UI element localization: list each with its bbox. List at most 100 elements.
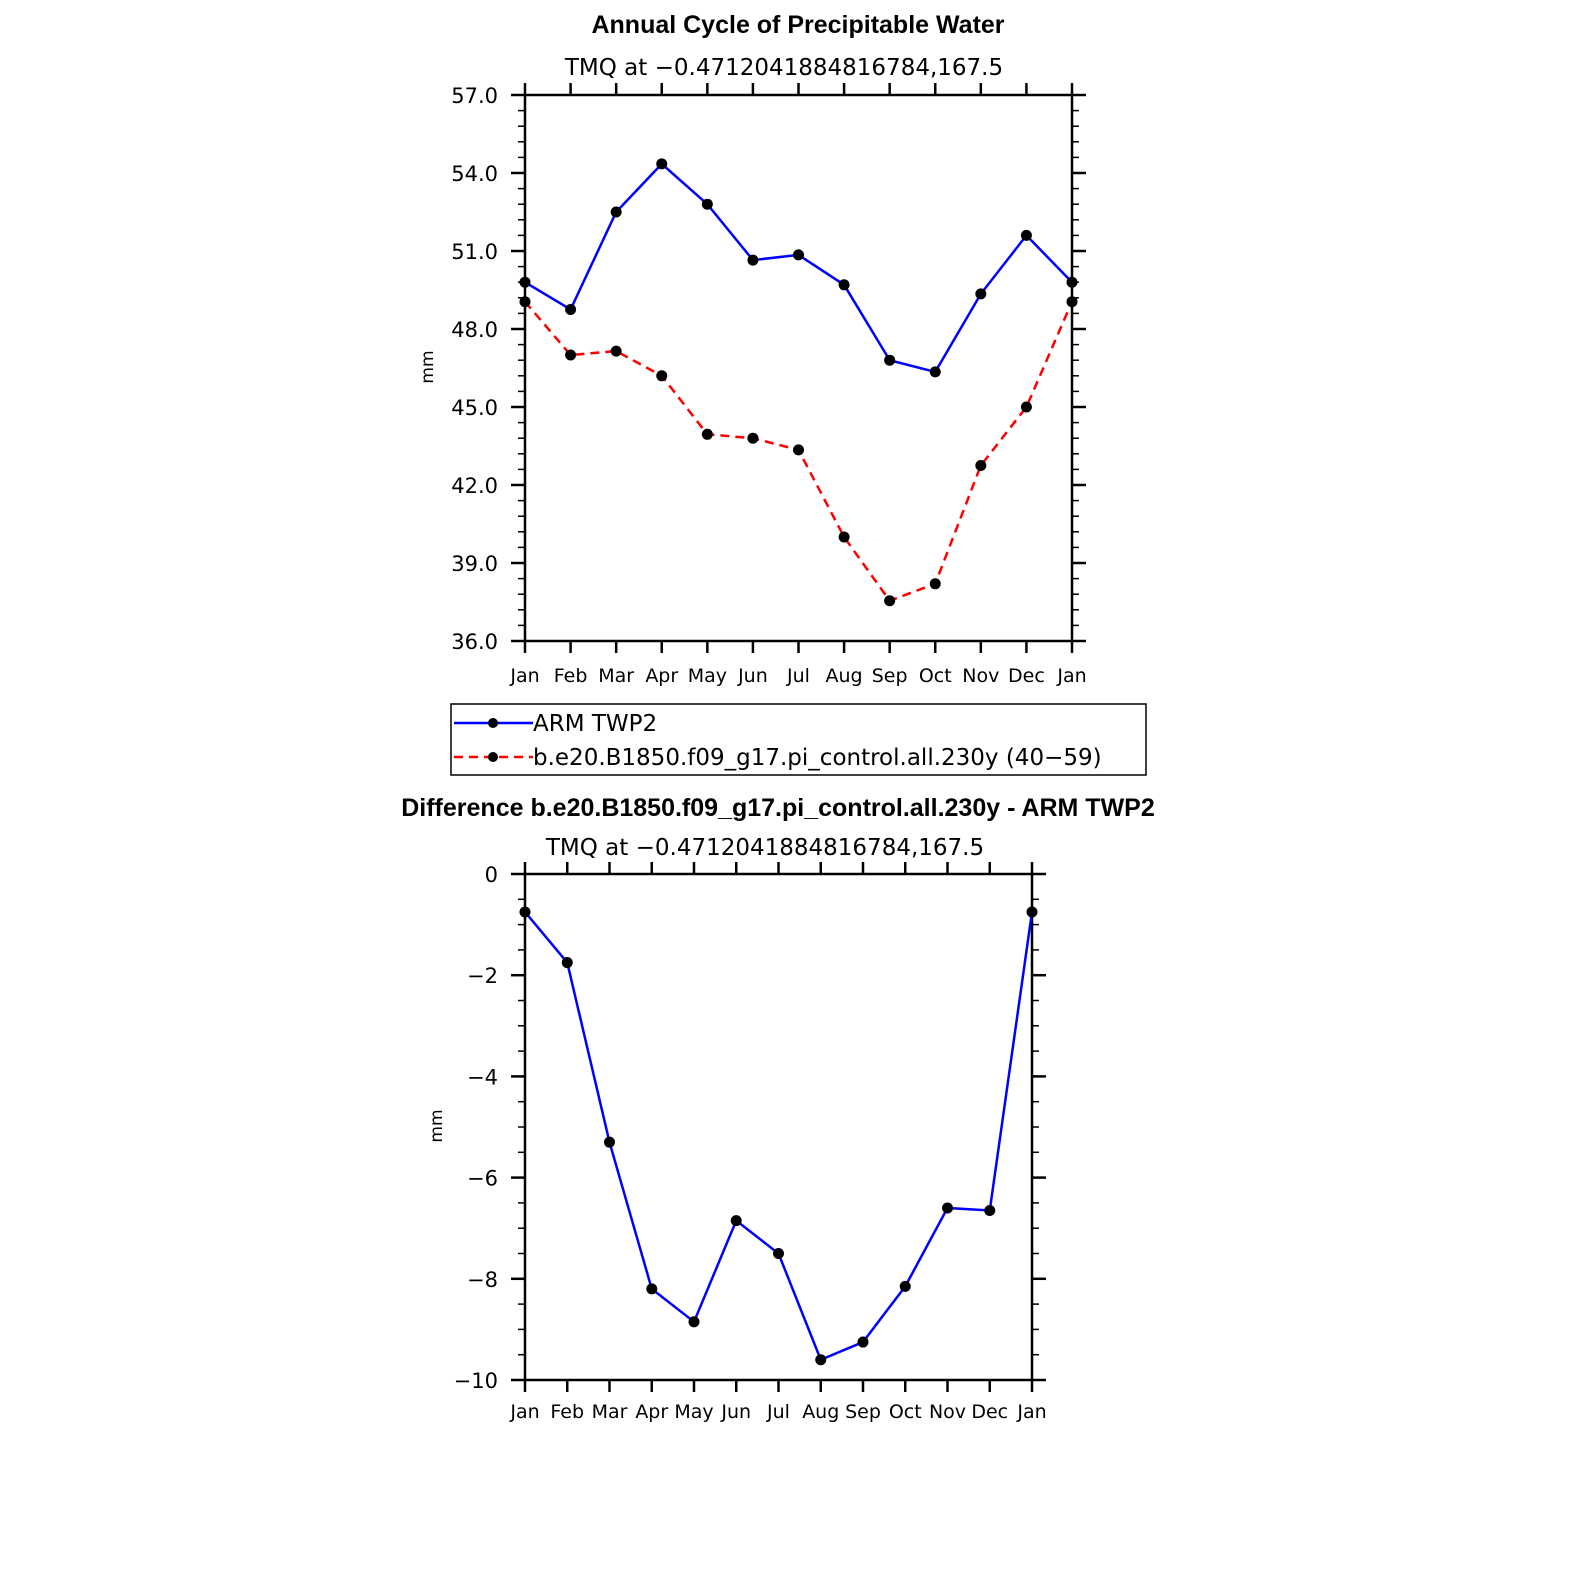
legend-label-arm-twp2: ARM TWP2	[533, 711, 657, 737]
data-point	[519, 906, 531, 918]
data-point	[701, 428, 713, 440]
data-point	[701, 198, 713, 210]
data-point	[1026, 906, 1038, 918]
x-tick-label: Sep	[845, 1401, 881, 1423]
legend-label-model: b.e20.B1850.f09_g17.pi_control.all.230y …	[533, 745, 1102, 771]
plot-area: Jan Feb Mar Apr May Jun Jul Aug Sep Oct Nov Dec Jan 3…	[451, 83, 1087, 687]
x-tick-label: May	[688, 665, 727, 687]
data-point	[793, 444, 804, 456]
x-tick-label: Feb	[554, 665, 588, 687]
data-point	[604, 1136, 615, 1148]
data-point	[1066, 296, 1078, 308]
data-point	[975, 460, 987, 471]
y-axis-label: mm	[418, 350, 438, 383]
x-tick-label: Apr	[635, 1401, 668, 1423]
y-tick-label: −8	[467, 1268, 498, 1292]
x-tick-label: Mar	[598, 665, 634, 687]
x-tick-label: Aug	[802, 1401, 839, 1423]
data-point	[656, 158, 668, 170]
x-tick-label: Jul	[766, 1401, 790, 1423]
data-point	[857, 1336, 869, 1348]
y-tick-label: 36.0	[451, 630, 498, 654]
data-point	[838, 279, 850, 291]
chart-title: Annual Cycle of Precipitable Water	[591, 11, 1004, 39]
data-point	[610, 206, 622, 218]
y-tick-label: 45.0	[451, 396, 498, 420]
data-point	[610, 345, 622, 357]
x-tick-label: Dec	[1008, 665, 1045, 687]
x-tick-label: Aug	[826, 665, 863, 687]
data-point	[773, 1248, 784, 1259]
y-axis-label: mm	[427, 1109, 447, 1142]
data-point	[929, 366, 941, 378]
data-point	[899, 1280, 911, 1292]
x-tick-label: Dec	[971, 1401, 1008, 1423]
x-tick-label: Feb	[550, 1401, 584, 1423]
plot-area: Jan Feb Mar Apr May Jun Jul Aug Sep Oct Nov Dec Jan−…	[454, 862, 1047, 1423]
x-tick-label: Nov	[962, 665, 999, 687]
data-point	[942, 1202, 953, 1214]
y-tick-label: 39.0	[451, 552, 498, 576]
y-tick-label: 51.0	[451, 240, 498, 264]
y-tick-label: −2	[467, 964, 498, 988]
x-tick-label: Oct	[889, 1401, 922, 1423]
data-point	[519, 276, 531, 288]
data-point	[975, 288, 987, 300]
data-point	[656, 370, 668, 382]
x-tick-label: Nov	[929, 1401, 966, 1423]
legend-marker-arm-twp2	[488, 718, 498, 728]
data-point	[519, 296, 531, 308]
y-tick-label: −6	[467, 1167, 498, 1191]
data-point	[747, 254, 759, 266]
chart-subtitle: TMQ at −0.4712041884816784,167.5	[564, 55, 1003, 81]
data-point	[884, 354, 896, 366]
data-point	[1020, 229, 1032, 241]
data-point	[815, 1354, 827, 1366]
y-tick-label: −4	[467, 1065, 498, 1089]
x-tick-label: Jul	[786, 665, 810, 687]
x-tick-label: May	[674, 1401, 713, 1423]
plot-frame	[523, 93, 1074, 643]
data-point	[884, 595, 896, 607]
data-point	[730, 1215, 742, 1227]
difference-chart: Difference b.e20.B1850.f09_g17.pi_contro…	[401, 794, 1155, 1423]
data-point	[929, 578, 941, 590]
y-tick-label: 54.0	[451, 162, 498, 186]
data-point	[561, 957, 573, 969]
legend-box	[450, 703, 1147, 776]
legend-marker-model	[488, 752, 498, 762]
plot-frame	[523, 872, 1034, 1382]
x-tick-label: Jan	[509, 665, 539, 687]
series-line-0	[524, 911, 1034, 1362]
chart-title: Difference b.e20.B1850.f09_g17.pi_contro…	[401, 794, 1155, 822]
x-tick-label: Sep	[872, 665, 908, 687]
legend: ARM TWP2 b.e20.B1850.f09_g17.pi_control.…	[450, 703, 1147, 776]
data-point	[565, 349, 577, 361]
x-tick-label: Jan	[1056, 665, 1086, 687]
y-tick-label: 57.0	[451, 84, 498, 108]
y-tick-label: −10	[454, 1369, 498, 1393]
data-point	[688, 1316, 700, 1328]
data-point	[747, 432, 759, 444]
y-tick-label: 0	[485, 863, 498, 887]
data-point	[1020, 401, 1032, 413]
chart-subtitle: TMQ at −0.4712041884816784,167.5	[545, 835, 984, 861]
x-tick-label: Jun	[720, 1401, 751, 1423]
data-point	[984, 1204, 996, 1216]
x-tick-label: Oct	[919, 665, 952, 687]
series-line-0	[524, 162, 1073, 374]
x-tick-label: Jan	[1016, 1401, 1046, 1423]
data-point	[838, 531, 850, 543]
x-tick-label: Mar	[592, 1401, 628, 1423]
y-tick-label: 48.0	[451, 318, 498, 342]
x-tick-label: Jan	[509, 1401, 539, 1423]
data-point	[1066, 276, 1078, 288]
data-point	[793, 249, 804, 261]
data-point	[565, 304, 577, 315]
data-point	[646, 1283, 658, 1295]
x-tick-label: Jun	[737, 665, 768, 687]
x-tick-label: Apr	[645, 665, 678, 687]
annual-cycle-chart: Annual Cycle of Precipitable Water TMQ a…	[418, 11, 1087, 687]
y-tick-label: 42.0	[451, 474, 498, 498]
